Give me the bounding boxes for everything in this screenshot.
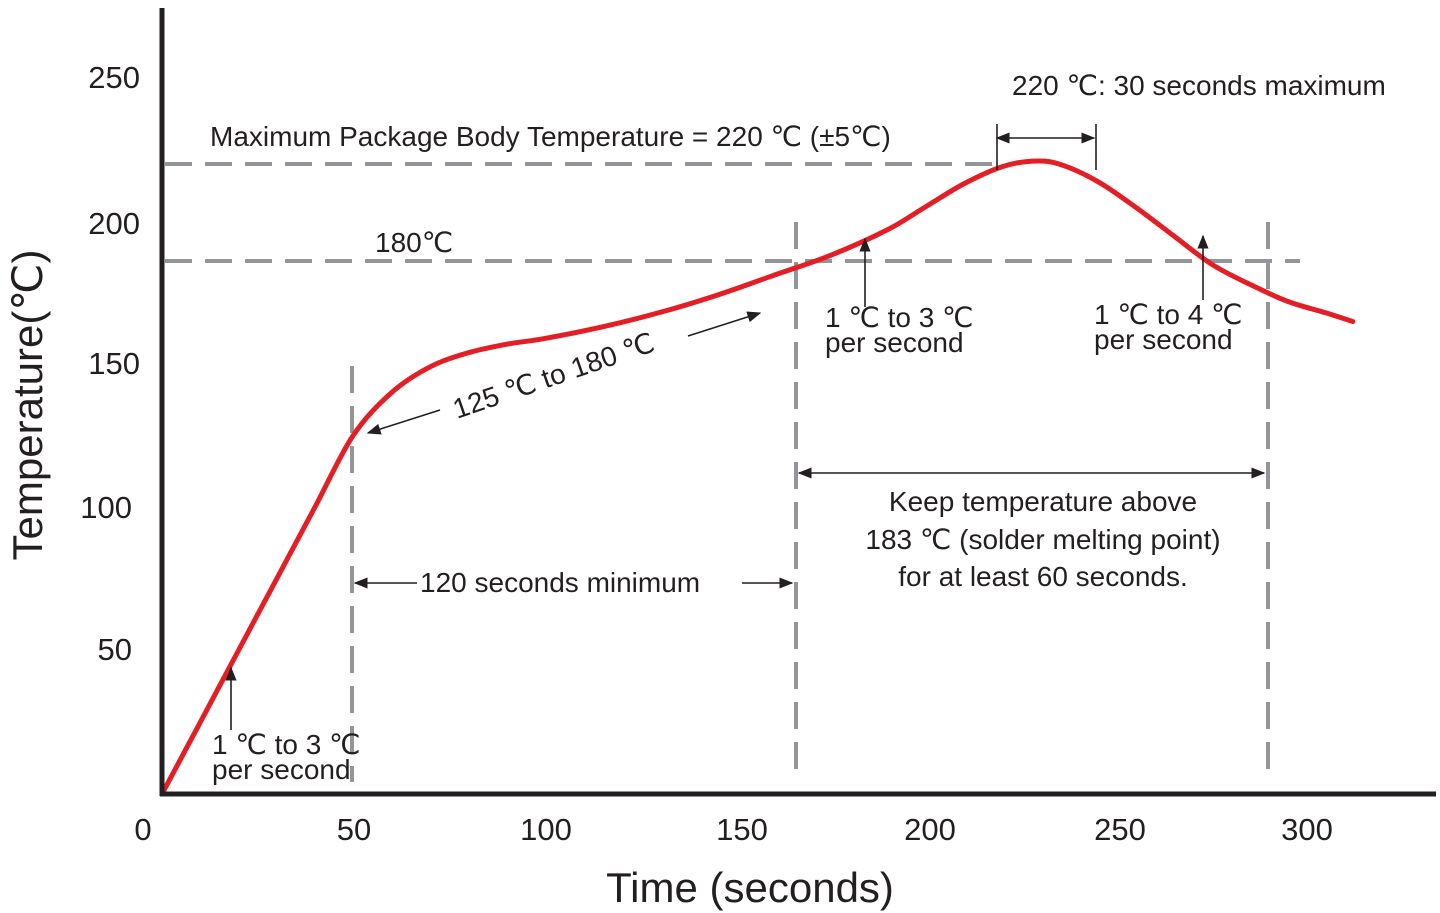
y-tick-label: 200 bbox=[88, 206, 140, 241]
y-tick-label: 250 bbox=[88, 60, 140, 95]
soak-range-label: 125 ℃ to 180 ℃ bbox=[449, 327, 658, 425]
temperature-profile-curve bbox=[159, 158, 1356, 797]
temp-180-label: 180℃ bbox=[375, 227, 453, 258]
axes bbox=[159, 8, 1436, 797]
reflow-note-line-3: for at least 60 seconds. bbox=[898, 561, 1188, 592]
x-tick-label: 150 bbox=[716, 812, 768, 847]
reference-lines bbox=[165, 162, 1300, 782]
y-axis-title: Temperature(℃) bbox=[4, 250, 51, 561]
x-tick-label: 300 bbox=[1281, 812, 1333, 847]
y-tick-labels: 50 100 150 200 250 bbox=[80, 60, 140, 667]
x-axis-title: Time (seconds) bbox=[606, 864, 894, 911]
reflow-note-line-1: Keep temperature above bbox=[889, 486, 1197, 517]
preheat-rate-sublabel: per second bbox=[825, 327, 964, 358]
reflow-note-line-2: 183 ℃ (solder melting point) bbox=[865, 524, 1220, 555]
x-tick-label: 250 bbox=[1094, 812, 1146, 847]
y-tick-label: 150 bbox=[88, 346, 140, 381]
soak-time-label: 120 seconds minimum bbox=[420, 567, 700, 598]
max-package-temp-label: Maximum Package Body Temperature = 220 ℃… bbox=[210, 121, 891, 152]
preheat-rate-label: 1 ℃ to 3 ℃ bbox=[825, 302, 974, 333]
x-tick-labels: 0 50 100 150 200 250 300 bbox=[134, 812, 1332, 847]
annotations: Maximum Package Body Temperature = 220 ℃… bbox=[210, 70, 1386, 785]
x-tick-label: 200 bbox=[904, 812, 956, 847]
y-tick-label: 50 bbox=[98, 632, 132, 667]
x-tick-label: 50 bbox=[337, 812, 371, 847]
ramp-up-rate-label: 1 ℃ to 3 ℃ bbox=[212, 729, 361, 760]
cooling-rate-label: 1 ℃ to 4 ℃ bbox=[1094, 299, 1243, 330]
soak-range-left-arrow bbox=[366, 409, 441, 435]
x-tick-label: 100 bbox=[520, 812, 572, 847]
x-tick-label: 0 bbox=[134, 812, 151, 847]
soak-range-right-arrow bbox=[687, 311, 762, 337]
cooling-rate-sublabel: per second bbox=[1094, 324, 1233, 355]
y-tick-label: 100 bbox=[80, 490, 132, 525]
ramp-up-rate-sublabel: per second bbox=[212, 754, 351, 785]
max-time-label: 220 ℃: 30 seconds maximum bbox=[1012, 70, 1386, 101]
